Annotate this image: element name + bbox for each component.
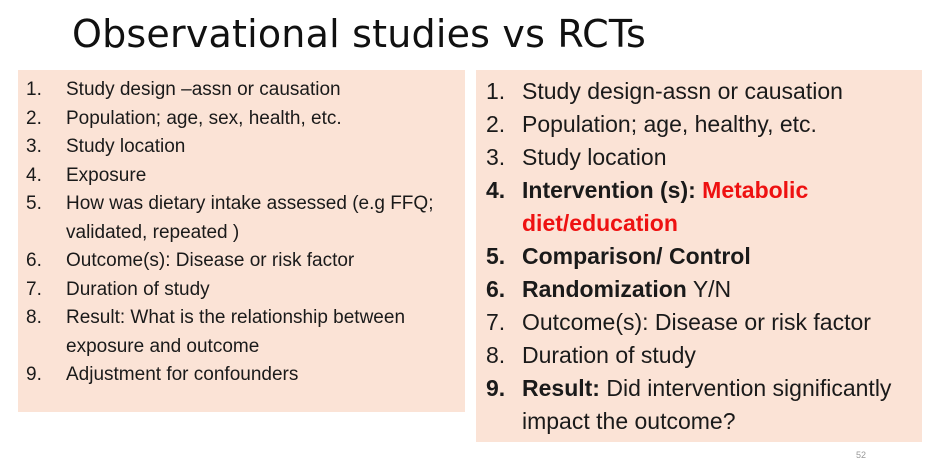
list-item: 8. Result: What is the relationship betwe… <box>26 307 406 357</box>
list-item: 4. Exposure <box>26 164 147 186</box>
list-item: 2. Population; age, healthy, etc. <box>486 111 817 137</box>
page-number: 52 <box>856 450 867 460</box>
list-item: 4. Intervention (s): Metabolic diet/educa… <box>486 177 809 236</box>
item-text: Outcome(s): Disease or risk factor <box>66 250 355 271</box>
rct-box: 1. Study design-assn or causation 2. Popul… <box>476 70 922 442</box>
list-item: 2. Population; age, sex, health, etc. <box>26 107 342 129</box>
list-item: 7. Outcome(s): Disease or risk factor <box>486 309 871 335</box>
list-item: 5. Comparison/ Control <box>486 243 751 269</box>
list-item: 6. Randomization Y/N <box>486 276 732 302</box>
list-item: 1. Study design –assn or causation <box>26 79 341 100</box>
item-text: Study design-assn or causation <box>522 78 843 104</box>
list-item: 5. How was dietary intake assessed (e.g F… <box>26 193 434 243</box>
list-item: 9. Result: Did intervention significantly… <box>486 375 892 434</box>
item-text: Study design –assn or causation <box>66 79 341 100</box>
list-item: 8. Duration of study <box>486 342 696 368</box>
observational-criteria-list: 1. Study design –assn or causation 2. Popu… <box>18 70 465 390</box>
item-bold-text: Intervention (s): <box>522 177 696 203</box>
item-bold-text: Randomization <box>522 276 687 302</box>
list-item: 3. Study location <box>26 136 186 157</box>
item-text: Study location <box>66 136 186 157</box>
item-bold-text: Comparison/ Control <box>522 243 751 269</box>
item-highlight-text: Metabolic diet/education <box>522 177 809 236</box>
item-text: Duration of study <box>522 342 696 368</box>
observational-studies-box: 1. Study design –assn or causation 2. Popu… <box>18 70 465 412</box>
item-text: Did intervention significantly impact th… <box>522 375 892 434</box>
list-item: 9. Adjustment for confounders <box>26 364 299 385</box>
list-item: 6. Outcome(s): Disease or risk factor <box>26 250 355 271</box>
item-text: Y/N <box>692 276 732 302</box>
slide-title: Observational studies vs RCTs <box>72 12 646 56</box>
item-text: Result: What is the relationship between… <box>66 307 406 357</box>
list-item: 7. Duration of study <box>26 278 210 300</box>
item-bold-text: Result: <box>522 375 600 401</box>
item-text: Duration of study <box>66 278 210 300</box>
item-text: Study location <box>522 144 667 170</box>
item-text: Exposure <box>66 164 147 186</box>
list-item: 3. Study location <box>486 144 667 170</box>
rct-criteria-list: 1. Study design-assn or causation 2. Popul… <box>476 70 922 438</box>
item-text: Population; age, healthy, etc. <box>522 111 817 137</box>
item-text: Population; age, sex, health, etc. <box>66 107 342 129</box>
item-text: Adjustment for confounders <box>66 364 299 385</box>
item-text: Outcome(s): Disease or risk factor <box>522 309 871 335</box>
list-item: 1. Study design-assn or causation <box>486 78 843 104</box>
item-text: How was dietary intake assessed (e.g FFQ… <box>66 193 434 243</box>
